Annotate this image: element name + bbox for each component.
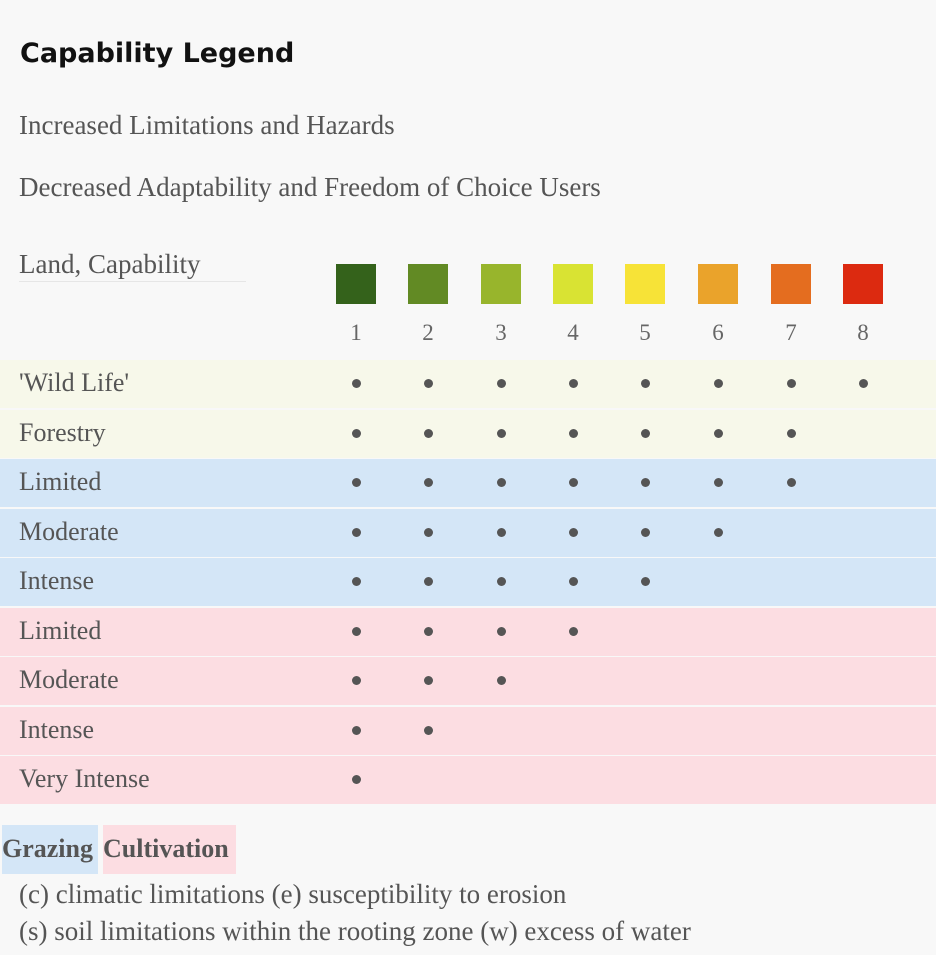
capability-dot-class-2	[424, 627, 433, 636]
class-4-color-swatch	[553, 264, 593, 304]
capability-dot-class-6	[714, 379, 723, 388]
capability-dot-class-7	[787, 379, 796, 388]
class-6-number: 6	[712, 320, 724, 345]
row-label: Moderate	[19, 517, 119, 546]
legend-title: Capability Legend	[20, 38, 295, 69]
capability-dot-class-3	[497, 577, 506, 586]
capability-dot-class-5	[641, 478, 650, 487]
capability-dot-class-1	[352, 676, 361, 685]
cultivation-key: Cultivation	[103, 825, 236, 874]
class-5-number: 5	[639, 320, 651, 345]
capability-dot-class-3	[497, 528, 506, 537]
capability-dot-class-1	[352, 528, 361, 537]
capability-dot-class-2	[424, 726, 433, 735]
table-row: Moderate	[0, 657, 936, 705]
capability-dot-class-1	[352, 429, 361, 438]
footnote-climatic-erosion: (c) climatic limitations (e) susceptibil…	[19, 879, 567, 909]
row-label: Moderate	[19, 665, 119, 694]
capability-dot-class-4	[569, 379, 578, 388]
capability-dot-class-3	[497, 676, 506, 685]
table-row: Moderate	[0, 509, 936, 557]
capability-dot-class-8	[859, 379, 868, 388]
capability-dot-class-2	[424, 478, 433, 487]
class-8-color-swatch	[843, 264, 883, 304]
table-row: Limited	[0, 608, 936, 656]
class-2-number: 2	[422, 320, 434, 345]
capability-dot-class-5	[641, 577, 650, 586]
capability-dot-class-4	[569, 429, 578, 438]
capability-dot-class-3	[497, 379, 506, 388]
class-3-number: 3	[495, 320, 507, 345]
class-7-number: 7	[785, 320, 797, 345]
capability-dot-class-2	[424, 429, 433, 438]
adaptability-line: Decreased Adaptability and Freedom of Ch…	[19, 172, 601, 202]
table-row: Very Intense	[0, 756, 936, 804]
capability-dot-class-1	[352, 726, 361, 735]
class-2-color-swatch	[408, 264, 448, 304]
capability-dot-class-6	[714, 528, 723, 537]
capability-dot-class-5	[641, 429, 650, 438]
capability-dot-class-6	[714, 478, 723, 487]
capability-dot-class-4	[569, 478, 578, 487]
capability-dot-class-2	[424, 528, 433, 537]
class-1-number: 1	[350, 320, 362, 345]
class-8-number: 8	[857, 320, 869, 345]
capability-dot-class-1	[352, 577, 361, 586]
capability-dot-class-2	[424, 676, 433, 685]
row-label: Intense	[19, 566, 95, 595]
row-label: Forestry	[19, 418, 106, 447]
capability-dot-class-1	[352, 478, 361, 487]
class-6-color-swatch	[698, 264, 738, 304]
row-label: 'Wild Life'	[19, 368, 130, 397]
table-row: Intense	[0, 707, 936, 755]
footnote-soil-water: (s) soil limitations within the rooting …	[19, 916, 691, 946]
limitations-line: Increased Limitations and Hazards	[19, 110, 395, 140]
capability-dot-class-3	[497, 429, 506, 438]
capability-dot-class-7	[787, 478, 796, 487]
table-row: Intense	[0, 558, 936, 606]
class-1-color-swatch	[336, 264, 376, 304]
capability-dot-class-4	[569, 528, 578, 537]
land-capability-label: Land, Capability	[19, 249, 247, 282]
row-label: Very Intense	[19, 764, 150, 793]
capability-dot-class-7	[787, 429, 796, 438]
capability-dot-class-1	[352, 627, 361, 636]
capability-dot-class-3	[497, 478, 506, 487]
class-4-number: 4	[567, 320, 579, 345]
row-label: Limited	[19, 616, 102, 645]
table-row: Limited	[0, 459, 936, 507]
capability-dot-class-4	[569, 577, 578, 586]
row-label: Intense	[19, 715, 95, 744]
table-row: 'Wild Life'	[0, 360, 936, 408]
grazing-key: Grazing	[2, 825, 98, 874]
capability-dot-class-4	[569, 627, 578, 636]
capability-dot-class-2	[424, 577, 433, 586]
capability-dot-class-3	[497, 627, 506, 636]
capability-dot-class-1	[352, 379, 361, 388]
class-7-color-swatch	[771, 264, 811, 304]
row-label: Limited	[19, 467, 102, 496]
class-3-color-swatch	[481, 264, 521, 304]
table-row: Forestry	[0, 410, 936, 458]
capability-dot-class-5	[641, 528, 650, 537]
capability-dot-class-6	[714, 429, 723, 438]
class-5-color-swatch	[625, 264, 665, 304]
capability-dot-class-2	[424, 379, 433, 388]
capability-dot-class-5	[641, 379, 650, 388]
capability-dot-class-1	[352, 775, 361, 784]
